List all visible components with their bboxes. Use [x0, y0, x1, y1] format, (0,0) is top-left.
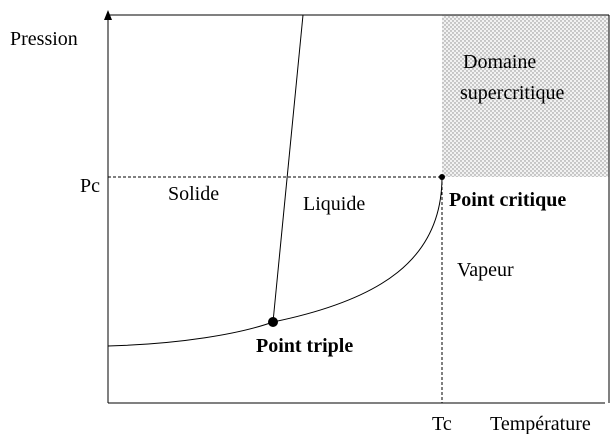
vapor-label: Vapeur	[457, 259, 514, 281]
liquid-label: Liquide	[303, 193, 365, 215]
tc-label: Tc	[432, 413, 452, 434]
frame	[107, 14, 610, 404]
critical-label: Point critique	[449, 189, 566, 211]
critical-lines	[108, 176, 443, 403]
supercritical-label: Domaine	[463, 51, 536, 73]
triple-point	[268, 317, 278, 327]
pc-label: Pc	[80, 175, 100, 197]
fusion-curve	[272, 14, 304, 323]
y-label: Pression	[10, 28, 78, 50]
supercritical-label: supercritique	[460, 82, 565, 104]
y-arrow	[104, 10, 112, 20]
solid-label: Solide	[168, 183, 219, 205]
phase-curves	[107, 14, 443, 347]
vaporization-curve	[272, 176, 443, 323]
x-label: Température	[490, 413, 591, 434]
supercritical-area	[442, 15, 609, 177]
critical-point	[439, 174, 445, 180]
sublimation-curve	[107, 321, 274, 347]
triple-label: Point triple	[256, 335, 353, 357]
